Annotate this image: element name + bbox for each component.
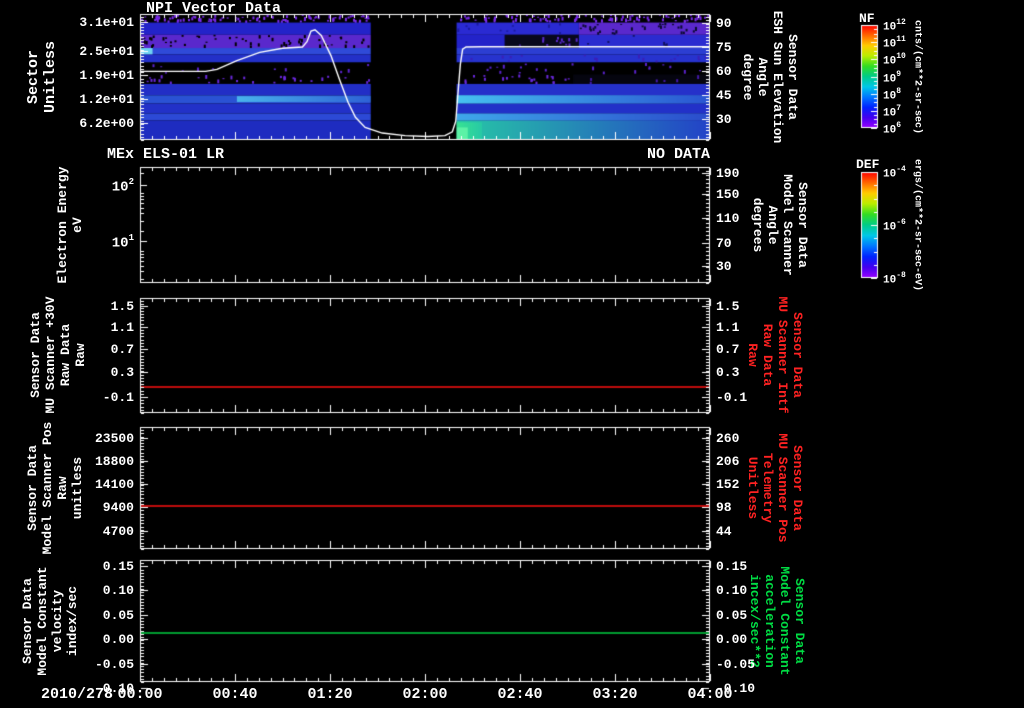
nf-colorbar-tick-label: 1012 xyxy=(883,18,906,34)
panel2-right-tick-label: 110 xyxy=(716,211,740,227)
panel3-y-tick-label: 0.3 xyxy=(110,364,134,380)
no-data-status: NO DATA xyxy=(646,146,710,163)
panel2-right-tick-label: 70 xyxy=(716,235,732,251)
panel5-right-tick-label: 0.05 xyxy=(716,607,748,623)
x-axis-date-label: 2010/278 xyxy=(40,686,113,703)
panel3-right-tick-label: -0.1 xyxy=(716,390,748,406)
panel1-right-axis-title: Sensor Data ESH Sun Elevation Angle degr… xyxy=(740,10,800,144)
panel5-y-axis-title: Sensor Data Model Constant velocity inde… xyxy=(20,566,80,676)
panel2-right-tick-label: 190 xyxy=(716,166,740,181)
x-tick-label: 02:40 xyxy=(497,686,543,703)
panel4-right-tick-label: 152 xyxy=(716,477,740,493)
colorbar-nf-label: NF xyxy=(859,11,875,26)
panel5-y-tick-label: -0.05 xyxy=(94,656,134,672)
def-colorbar-tick-label: 10-8 xyxy=(883,271,906,287)
panel5-y-tick-label: 0.10 xyxy=(102,583,134,599)
panel4-y-tick-label: 9400 xyxy=(102,500,134,516)
panel3-y-tick-label: 1.1 xyxy=(110,320,134,335)
panel4-right-tick-label: 44 xyxy=(716,523,732,539)
x-tick-label: 00:40 xyxy=(212,686,258,703)
panel1-y-tick-label: 3.1e+01 xyxy=(79,15,134,31)
panel1-title: NPI Vector Data xyxy=(146,0,282,17)
def-colorbar-tick-label: 10-6 xyxy=(883,218,906,234)
colorbar-def-units: ergs/(cm**2-sr-sec-eV) xyxy=(911,158,923,292)
panel5-y-tick-label: 0.00 xyxy=(102,632,134,648)
nf-colorbar-tick-label: 108 xyxy=(883,86,902,103)
panel1-right-tick-label: 60 xyxy=(716,64,732,80)
panel3-y-tick-label: -0.1 xyxy=(102,390,134,406)
panel5-right-tick-label: -0.05 xyxy=(716,656,756,672)
panel2-right-axis-title: Sensor Data Model Scanner Angle degrees xyxy=(750,174,810,276)
panel1-right-tick-label: 30 xyxy=(716,112,732,128)
panel4-y-tick-label: 14100 xyxy=(94,477,134,493)
panel5-right-tick-label: -0.10 xyxy=(716,681,756,696)
nf-colorbar-tick-label: 1010 xyxy=(883,52,906,68)
panel4-y-axis-title: Sensor Data Model Scanner Pos Raw unitle… xyxy=(25,421,85,555)
panel3-right-tick-label: 1.5 xyxy=(716,298,740,314)
panel1-right-tick-label: 90 xyxy=(716,16,732,32)
panel2-right-tick-label: 30 xyxy=(716,258,732,274)
nf-colorbar-tick-label: 1011 xyxy=(883,35,906,51)
panel5-y-tick-label: -0.10 xyxy=(94,681,134,696)
panel3-y-tick-label: 0.7 xyxy=(110,341,134,357)
nf-colorbar-tick-label: 109 xyxy=(883,69,902,86)
panel4-y-tick-label: 18800 xyxy=(94,454,134,470)
panel1-y-tick-label: 1.9e+01 xyxy=(79,68,134,84)
panel1-y-tick-label: 2.5e+01 xyxy=(79,43,134,59)
panel3-right-tick-label: 1.1 xyxy=(716,320,740,335)
panel3-right-tick-label: 0.3 xyxy=(716,364,740,380)
panel1-y-tick-label: 6.2e+00 xyxy=(79,115,134,131)
panel1-y-axis-title: Sector Unitless xyxy=(25,40,59,114)
x-tick-label: 03:20 xyxy=(592,686,638,703)
panel5-right-tick-label: 0.10 xyxy=(716,583,748,599)
panel1-right-tick-label: 45 xyxy=(716,87,732,103)
panel5-y-tick-label: 0.15 xyxy=(102,559,134,574)
def-colorbar-tick-label: 10-4 xyxy=(883,165,906,181)
panel5-right-tick-label: 0.00 xyxy=(716,632,748,648)
panel4-right-tick-label: 260 xyxy=(716,430,740,446)
panel4-right-tick-label: 98 xyxy=(716,500,732,516)
panel4-right-tick-label: 206 xyxy=(716,454,740,470)
x-tick-label: 02:00 xyxy=(402,686,448,703)
panel2-y-axis-title: Electron Energy eV xyxy=(55,166,85,284)
colorbar-nf-units: cnts/(cm**2-sr-sec) xyxy=(911,19,923,135)
x-tick-label: 01:20 xyxy=(307,686,353,703)
panel2-title: MEx ELS-01 LR xyxy=(107,146,225,163)
panel1-y-tick-label: 1.2e+01 xyxy=(79,92,134,107)
panel5-right-axis-title: Sensor Data Model Constant acceleration … xyxy=(747,566,807,676)
panel4-right-axis-title: Sensor Data MU Scanner Pos Telemetry Uni… xyxy=(745,433,805,543)
panel5-y-tick-label: 0.05 xyxy=(102,607,134,623)
colorbar-def-label: DEF xyxy=(856,157,880,172)
panel3-right-tick-label: 0.7 xyxy=(716,341,740,357)
panel3-y-axis-title: Sensor Data MU Scanner +30V Raw Data Raw xyxy=(28,296,88,414)
panel3-y-tick-label: 1.5 xyxy=(110,298,134,314)
nf-colorbar-tick-label: 107 xyxy=(883,103,902,120)
panel4-y-tick-label: 4700 xyxy=(102,523,134,539)
panel3-right-axis-title: Sensor Data MU Scanner Intf Raw Data Raw xyxy=(745,296,805,414)
panel2-y-log-tick-label: 101 xyxy=(111,233,134,252)
panel5-right-tick-label: 0.15 xyxy=(716,559,748,574)
panel1-right-tick-label: 75 xyxy=(716,39,732,55)
panel2-right-tick-label: 150 xyxy=(716,186,740,202)
panel2-y-log-tick-label: 102 xyxy=(111,176,134,196)
x-tick-label: 00:00 xyxy=(117,686,163,703)
x-tick-label: 04:00 xyxy=(687,686,733,703)
panel4-y-tick-label: 23500 xyxy=(94,430,134,446)
nf-colorbar-tick-label: 106 xyxy=(883,121,902,137)
